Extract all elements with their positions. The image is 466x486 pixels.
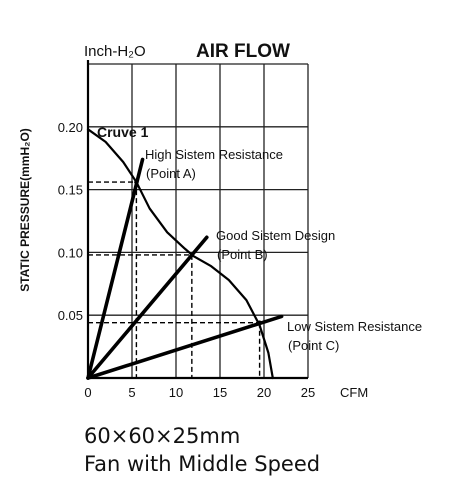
- point-b-label: Good Sistem Design: [216, 228, 335, 243]
- fan-curve-line: [86, 128, 274, 380]
- caption-dimensions: 60×60×25mm: [84, 424, 241, 448]
- y-tick-label: 0.05: [58, 308, 83, 323]
- airflow-chart: 0 5 10 15 20 25 0.05 0.10 0.15 0.20 CFM Inch-H₂O AIR…: [18, 41, 422, 400]
- operating-point-B: [189, 252, 195, 258]
- y-axis-label: STATIC PRESSURE(mmH₂O): [18, 128, 32, 292]
- y-tick-label: 0.20: [58, 120, 83, 135]
- x-tick-label: 15: [213, 385, 227, 400]
- system-resistance-line-3: [86, 314, 284, 380]
- system-resistance-line-1: [86, 157, 145, 380]
- caption-fan-speed: Fan with Middle Speed: [84, 452, 321, 476]
- point-b-sublabel: (Point B): [217, 247, 268, 262]
- y-tick-label: 0.10: [58, 245, 83, 260]
- operating-point-A: [134, 179, 139, 185]
- point-c-label: Low Sistem Resistance: [287, 319, 422, 334]
- system-resistance-line-2: [86, 235, 209, 380]
- curve-label: Cruve 1: [97, 124, 149, 140]
- x-tick-label: 10: [169, 385, 183, 400]
- chart-title: AIR FLOW: [196, 41, 290, 62]
- x-tick-label: 0: [84, 385, 91, 400]
- unit-label: Inch-H₂O: [84, 43, 146, 60]
- x-tick-label: 5: [128, 385, 135, 400]
- point-a-label: High Sistem Resistance: [145, 147, 283, 162]
- point-a-sublabel: (Point A): [146, 166, 196, 181]
- point-c-sublabel: (Point C): [288, 338, 339, 353]
- x-unit-label: CFM: [340, 385, 368, 400]
- y-tick-label: 0.15: [58, 183, 83, 198]
- x-tick-label: 25: [301, 385, 315, 400]
- x-tick-label: 20: [257, 385, 271, 400]
- operating-point-C: [257, 320, 262, 325]
